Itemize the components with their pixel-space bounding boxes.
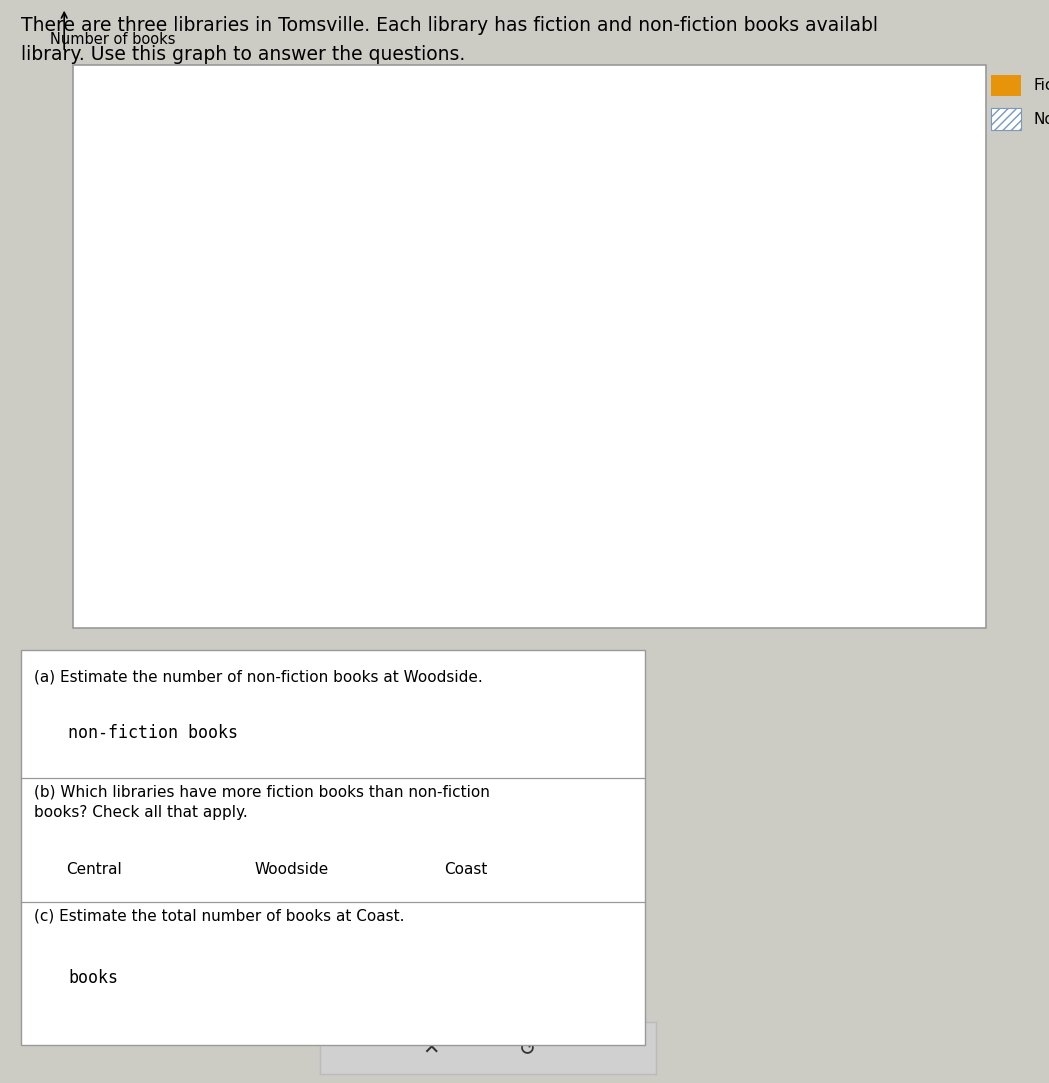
Text: (a) Estimate the number of non-fiction books at Woodside.: (a) Estimate the number of non-fiction b…	[34, 669, 483, 684]
Text: Coast: Coast	[444, 862, 487, 877]
Text: Number of books: Number of books	[49, 32, 175, 48]
Bar	[549, 390, 618, 579]
Text: ↺: ↺	[519, 1039, 537, 1058]
Text: ✕: ✕	[422, 1039, 440, 1058]
Bar	[618, 352, 687, 579]
Text: (b) Which libraries have more fiction books than non-fiction
books? Check all th: (b) Which libraries have more fiction bo…	[34, 784, 490, 820]
Text: Woodside: Woodside	[255, 862, 329, 877]
Text: Central: Central	[66, 862, 122, 877]
Bar	[420, 422, 489, 579]
Legend: Fiction, Non-fiction: Fiction, Non-fiction	[991, 75, 1049, 130]
Bar	[152, 327, 221, 579]
Text: There are three libraries in Tomsville. Each library has fiction and non-fiction: There are three libraries in Tomsville. …	[21, 16, 878, 36]
Bar	[221, 373, 291, 579]
Text: non-fiction books: non-fiction books	[68, 725, 238, 742]
Text: library. Use this graph to answer the questions.: library. Use this graph to answer the qu…	[21, 45, 465, 65]
Text: (c) Estimate the total number of books at Coast.: (c) Estimate the total number of books a…	[34, 909, 404, 924]
Bar	[350, 377, 420, 579]
Text: books: books	[68, 969, 119, 987]
